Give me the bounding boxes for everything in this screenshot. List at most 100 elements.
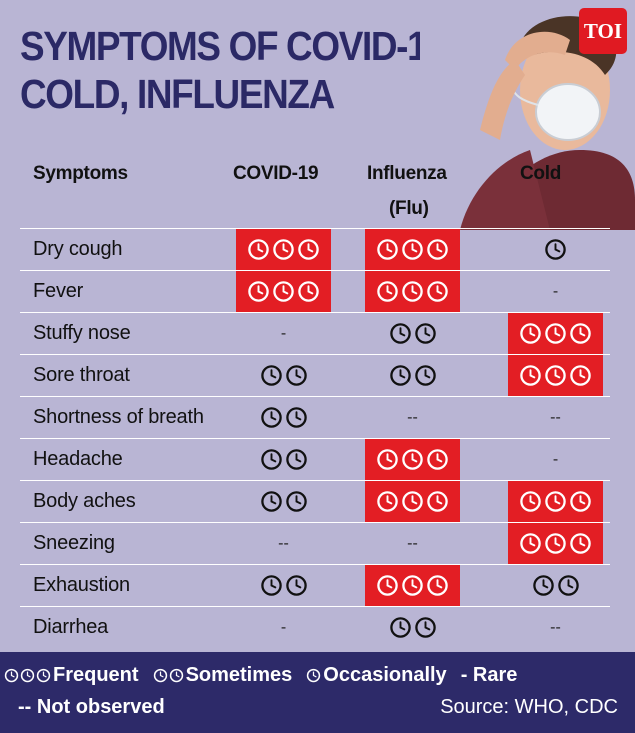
clock-icon <box>520 323 541 344</box>
legend-occasionally-clock-icon <box>306 668 321 683</box>
symptom-label: Sore throat <box>33 364 130 386</box>
cold-cell <box>508 565 603 606</box>
clock-icon <box>545 533 566 554</box>
covid-cell <box>236 355 331 396</box>
legend-frequent-clock-icons <box>4 668 51 683</box>
header-covid: COVID-19 <box>233 163 319 184</box>
clock-icon <box>260 575 282 596</box>
table-row: Sneezing -- -- <box>20 522 610 564</box>
clock-icon <box>285 491 307 512</box>
header-influenza-sub: (Flu) <box>389 198 429 219</box>
clock-icon <box>402 491 423 512</box>
clock-icon <box>520 533 541 554</box>
clock-icon <box>260 407 282 428</box>
covid-cell <box>236 229 331 270</box>
frequency-clock-icons <box>519 532 592 555</box>
legend-not-observed: -- Not observed <box>18 696 165 718</box>
frequency-dash: -- <box>407 408 418 426</box>
symptom-label: Body aches <box>33 490 136 512</box>
title-line-1: SYMPTOMS OF COVID-19, <box>20 23 456 69</box>
legend-sometimes-label: Sometimes <box>185 664 293 686</box>
frequency-clock-icons <box>376 490 449 513</box>
covid-cell: - <box>236 313 331 354</box>
clock-icon <box>532 575 554 596</box>
cold-cell: -- <box>508 607 603 648</box>
title-line-2: COLD, INFLUENZA <box>20 71 335 117</box>
legend-sometimes: Sometimes <box>153 664 293 687</box>
clock-icon <box>520 365 541 386</box>
legend-sometimes-clock-icons <box>153 668 184 683</box>
cold-cell <box>508 523 603 564</box>
cold-cell: - <box>508 271 603 312</box>
frequency-clock-icons <box>519 490 592 513</box>
symptom-label: Headache <box>33 448 123 470</box>
legend-frequent-label: Frequent <box>53 664 139 686</box>
flu-cell: -- <box>365 523 460 564</box>
covid-cell <box>236 397 331 438</box>
clock-icon <box>545 491 566 512</box>
frequency-clock-icons <box>260 490 308 513</box>
symptom-label: Shortness of breath <box>33 406 204 428</box>
frequency-clock-icons <box>519 364 592 387</box>
clock-icon <box>570 491 591 512</box>
frequency-dash: - <box>280 618 287 636</box>
table-row: Body aches <box>20 480 610 522</box>
clock-icon <box>427 449 448 470</box>
legend-rare: - Rare <box>460 664 518 686</box>
clock-icon <box>545 323 566 344</box>
clock-icon <box>285 449 307 470</box>
clock-icon <box>260 365 282 386</box>
table-row: Shortness of breath -- -- <box>20 396 610 438</box>
clock-icon <box>402 575 423 596</box>
frequency-dash: - <box>280 324 287 342</box>
clock-icon <box>570 323 591 344</box>
clock-icon <box>520 491 541 512</box>
header-influenza: Influenza <box>367 163 447 184</box>
clock-icon <box>414 323 436 344</box>
clock-icon <box>427 239 448 260</box>
cold-cell <box>508 481 603 522</box>
frequency-clock-icons <box>376 238 449 261</box>
clock-icon <box>260 449 282 470</box>
clock-icon <box>545 365 566 386</box>
clock-icon <box>389 323 411 344</box>
clock-icon <box>402 449 423 470</box>
toi-logo: TOI <box>579 8 627 54</box>
cold-cell: - <box>508 439 603 480</box>
table-row: Fever - <box>20 270 610 312</box>
clock-icon <box>414 365 436 386</box>
flu-cell <box>365 481 460 522</box>
clock-icon <box>20 668 35 683</box>
symptom-label: Exhaustion <box>33 574 130 596</box>
frequency-clock-icons <box>247 280 320 303</box>
clock-icon <box>427 491 448 512</box>
frequency-clock-icons <box>376 280 449 303</box>
cold-cell: -- <box>508 397 603 438</box>
clock-icon <box>389 617 411 638</box>
clock-icon <box>4 668 19 683</box>
clock-icon <box>402 281 423 302</box>
symptom-label: Diarrhea <box>33 616 109 638</box>
clock-icon <box>557 575 579 596</box>
table-row: Exhaustion <box>20 564 610 606</box>
flu-cell <box>365 607 460 648</box>
cold-cell <box>508 355 603 396</box>
clock-icon <box>377 281 398 302</box>
clock-icon <box>414 617 436 638</box>
legend-occasionally: Occasionally <box>306 664 447 687</box>
header-cold: Cold <box>520 163 562 184</box>
clock-icon <box>545 239 566 260</box>
clock-icon <box>36 668 51 683</box>
clock-icon <box>298 239 319 260</box>
legend-row: Frequent Sometimes Occasionally - Rare <box>4 664 531 687</box>
clock-icon <box>298 281 319 302</box>
frequency-clock-icons <box>389 322 437 345</box>
covid-cell: -- <box>236 523 331 564</box>
clock-icon <box>427 575 448 596</box>
frequency-dash: -- <box>550 408 561 426</box>
frequency-clock-icons <box>389 364 437 387</box>
frequency-clock-icons <box>260 406 308 429</box>
covid-cell <box>236 481 331 522</box>
clock-icon <box>377 239 398 260</box>
table-row: Diarrhea - -- <box>20 606 610 648</box>
